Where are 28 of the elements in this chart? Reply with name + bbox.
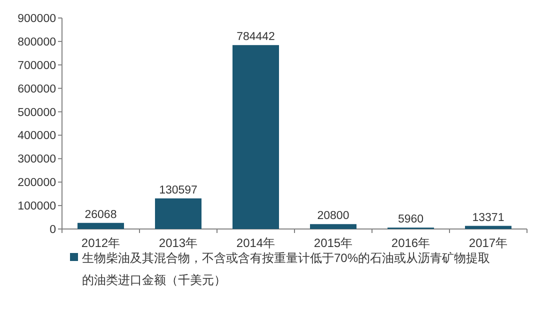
x-tick-label: 2017年 bbox=[468, 236, 508, 250]
bar bbox=[155, 198, 202, 229]
bar bbox=[465, 226, 512, 229]
data-label: 26068 bbox=[84, 208, 117, 221]
data-label: 20800 bbox=[317, 210, 350, 222]
x-tick-label: 2013年 bbox=[158, 236, 198, 250]
data-label: 784442 bbox=[236, 31, 275, 44]
y-tick-label: 900000 bbox=[18, 13, 56, 25]
data-label: 5960 bbox=[398, 214, 424, 226]
x-tick-label: 2016年 bbox=[391, 236, 430, 250]
x-tick-label: 2014年 bbox=[236, 236, 276, 250]
y-tick-label: 600000 bbox=[18, 83, 56, 96]
x-tick-label: 2012年 bbox=[81, 236, 120, 250]
data-label: 13371 bbox=[472, 212, 504, 224]
y-tick-label: 500000 bbox=[18, 106, 56, 119]
legend-label: 生物柴油及其混合物，不含或含有按重量计低于70%的石油或从沥青矿物提取的油类进口金额（千美元） bbox=[82, 251, 490, 287]
y-tick-label: 100000 bbox=[18, 200, 56, 213]
bar bbox=[310, 224, 356, 229]
y-tick-label: 300000 bbox=[18, 154, 56, 166]
y-tick-label: 800000 bbox=[18, 36, 56, 48]
y-tick-label: 700000 bbox=[18, 60, 56, 72]
y-tick-label: 0 bbox=[50, 224, 56, 236]
x-tick-label: 2015年 bbox=[314, 236, 353, 250]
bar bbox=[78, 222, 124, 229]
bar bbox=[232, 45, 279, 229]
y-tick-label: 200000 bbox=[18, 177, 56, 190]
data-label: 130597 bbox=[159, 184, 198, 196]
y-tick-label: 400000 bbox=[18, 130, 56, 142]
